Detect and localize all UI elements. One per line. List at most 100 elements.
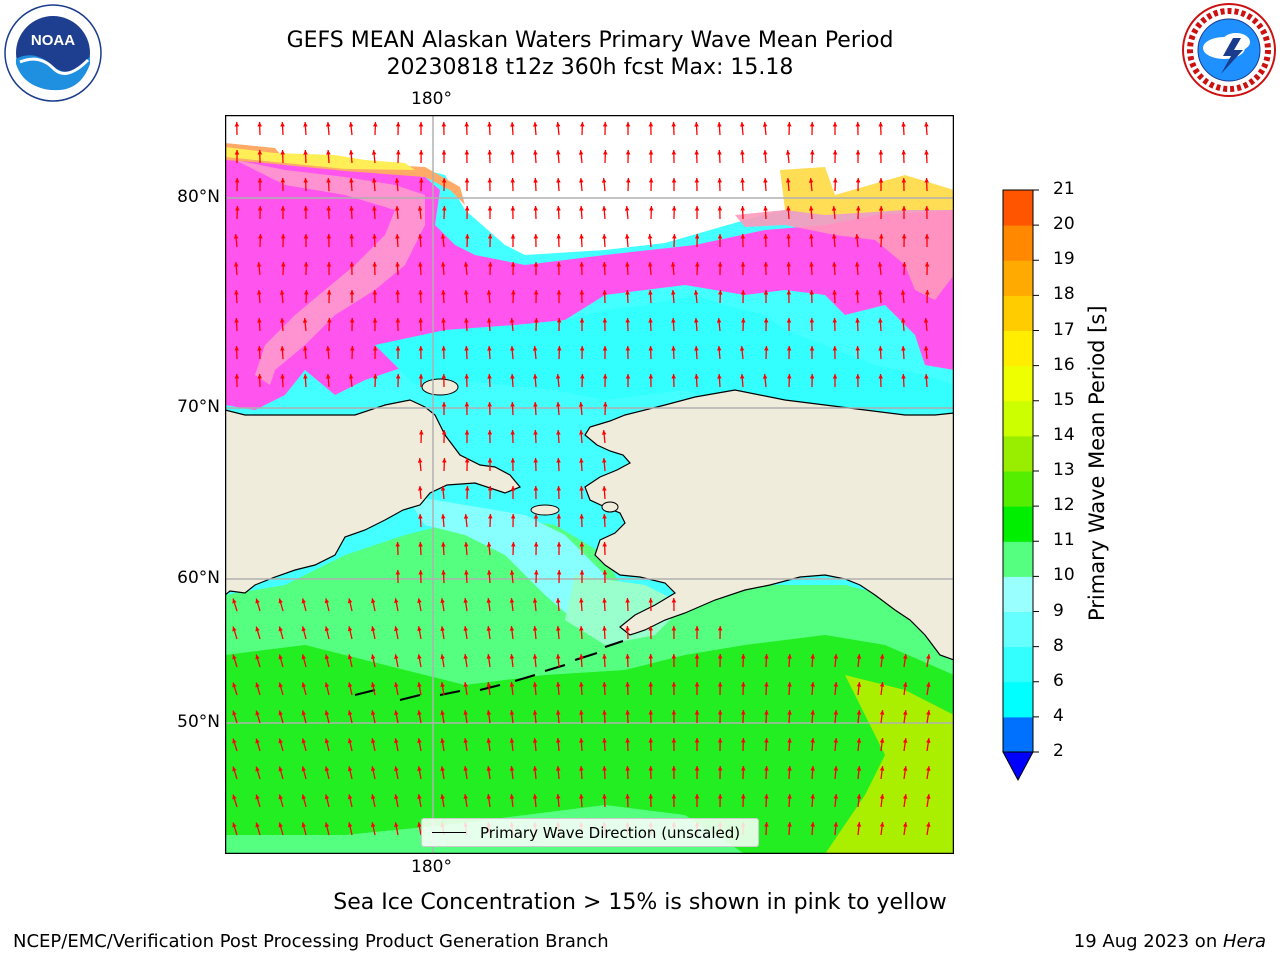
wave-arrow-head	[255, 794, 260, 800]
wave-arrow-head	[232, 766, 237, 772]
wave-arrow-head	[602, 626, 607, 631]
wave-arrow-head	[255, 710, 260, 716]
wave-arrow-head	[532, 710, 538, 715]
wave-arrow-head	[833, 682, 839, 687]
wave-arrow-head	[417, 234, 423, 239]
wave-arrow-head	[347, 710, 353, 716]
wave-arrow-head	[648, 122, 654, 127]
wave-arrow-head	[556, 206, 561, 211]
wave-arrow-head	[648, 318, 653, 323]
wave-arrow-head	[372, 290, 378, 295]
wave-arrow-head	[924, 122, 929, 127]
wave-arrow-head	[256, 262, 262, 267]
wave-arrow-head	[877, 262, 883, 267]
sea-ice-west-yellow	[225, 147, 415, 170]
wave-arrow-head	[418, 570, 423, 575]
wave-arrow-head	[625, 626, 630, 631]
wave-arrow-head	[533, 486, 539, 491]
wave-arrow-head	[418, 150, 424, 155]
wave-arrow-head	[601, 458, 607, 463]
wave-arrow-head	[301, 822, 306, 828]
wave-arrow-head	[510, 122, 515, 127]
map-legend: Primary Wave Direction (unscaled)	[421, 818, 759, 847]
wave-arrow-head	[301, 598, 306, 604]
wave-arrow-head	[717, 262, 723, 267]
wave-arrow-head	[602, 682, 607, 687]
wave-arrow-head	[694, 794, 700, 799]
wave-arrow-head	[693, 290, 699, 295]
wave-arrow-head	[486, 542, 492, 547]
wave-arrow-head	[394, 654, 399, 660]
wave-arrow-head	[303, 374, 308, 379]
colorbar-tick-label: 10	[1053, 565, 1075, 586]
wave-arrow-head	[232, 738, 237, 744]
wave-arrow-head	[924, 150, 929, 155]
wave-arrow-head	[487, 150, 492, 155]
wave-arrow-head	[486, 794, 492, 799]
colorbar-tick-label: 4	[1053, 705, 1064, 726]
wave-arrow-head	[326, 178, 331, 183]
wave-arrow-head	[671, 654, 677, 659]
graticule	[225, 115, 954, 854]
wave-arrow-head	[647, 234, 653, 239]
wave-arrow-head	[533, 150, 538, 155]
wave-arrow-head	[579, 682, 584, 687]
wave-arrow-head	[464, 318, 469, 323]
wave-arrow-head	[370, 822, 376, 828]
wave-arrow-head	[441, 178, 447, 183]
wave-arrow-head	[694, 206, 700, 211]
wave-arrow-head	[809, 122, 815, 127]
wave-arrow-head	[234, 318, 239, 323]
wave-arrow-head	[787, 122, 792, 127]
wave-arrow-head	[601, 206, 607, 211]
wave-arrow-head	[510, 178, 515, 183]
wave-arrow-head	[511, 290, 516, 295]
wave-arrow-head	[856, 206, 861, 211]
wave-arrow-head	[555, 626, 561, 631]
wave-arrow-head	[625, 346, 631, 351]
colorbar-segment	[1003, 646, 1033, 683]
noaa-logo: NOAA	[4, 4, 102, 102]
wave-arrow-head	[440, 654, 445, 659]
wave-arrow-head	[417, 626, 422, 632]
wave-direction-arrows	[232, 121, 931, 836]
wave-arrow-head	[464, 150, 470, 155]
wave-arrow-head	[579, 234, 584, 239]
wave-arrow-head	[417, 794, 422, 800]
colorbar-segment	[1003, 716, 1033, 753]
colorbar-tick-label: 9	[1053, 600, 1064, 621]
wave-arrow-head	[325, 346, 331, 351]
wave-arrow-head	[624, 206, 630, 211]
wave-arrow-head	[901, 150, 906, 155]
wave-arrow-head	[740, 178, 745, 183]
wave-arrow-head	[809, 290, 814, 295]
wave-arrow-head	[809, 346, 815, 351]
wave-arrow-head	[786, 318, 792, 323]
wave-arrow-head	[833, 654, 839, 659]
wave-arrow-head	[855, 290, 860, 295]
wave-arrow-head	[810, 822, 815, 827]
wave-arrow-head	[532, 794, 538, 799]
wave-arrow-head	[670, 290, 676, 295]
wave-arrow-head	[879, 710, 885, 715]
wave-arrow-head	[349, 318, 355, 323]
wave-arrow-head	[463, 682, 468, 687]
wave-arrow-head	[787, 766, 792, 771]
wave-arrow-head	[855, 122, 861, 127]
wave-arrow-head	[855, 346, 860, 351]
wave-arrow-head	[579, 514, 584, 519]
wave-arrow-head	[602, 598, 607, 603]
wave-arrow-head	[395, 542, 400, 547]
wave-arrow-head	[694, 738, 700, 743]
wave-arrow-head	[602, 766, 607, 771]
wave-arrow-head	[440, 486, 446, 491]
wave-arrow-head	[901, 234, 907, 239]
wave-arrow-head	[694, 374, 699, 379]
wave-arrow-head	[464, 570, 469, 575]
wave-arrow-head	[327, 318, 332, 323]
wave-arrow-head	[762, 150, 768, 155]
wave-arrow-head	[232, 794, 237, 800]
wave-arrow-head	[878, 206, 884, 211]
wave-arrow-head	[579, 766, 584, 771]
wave-arrow-head	[257, 346, 262, 351]
